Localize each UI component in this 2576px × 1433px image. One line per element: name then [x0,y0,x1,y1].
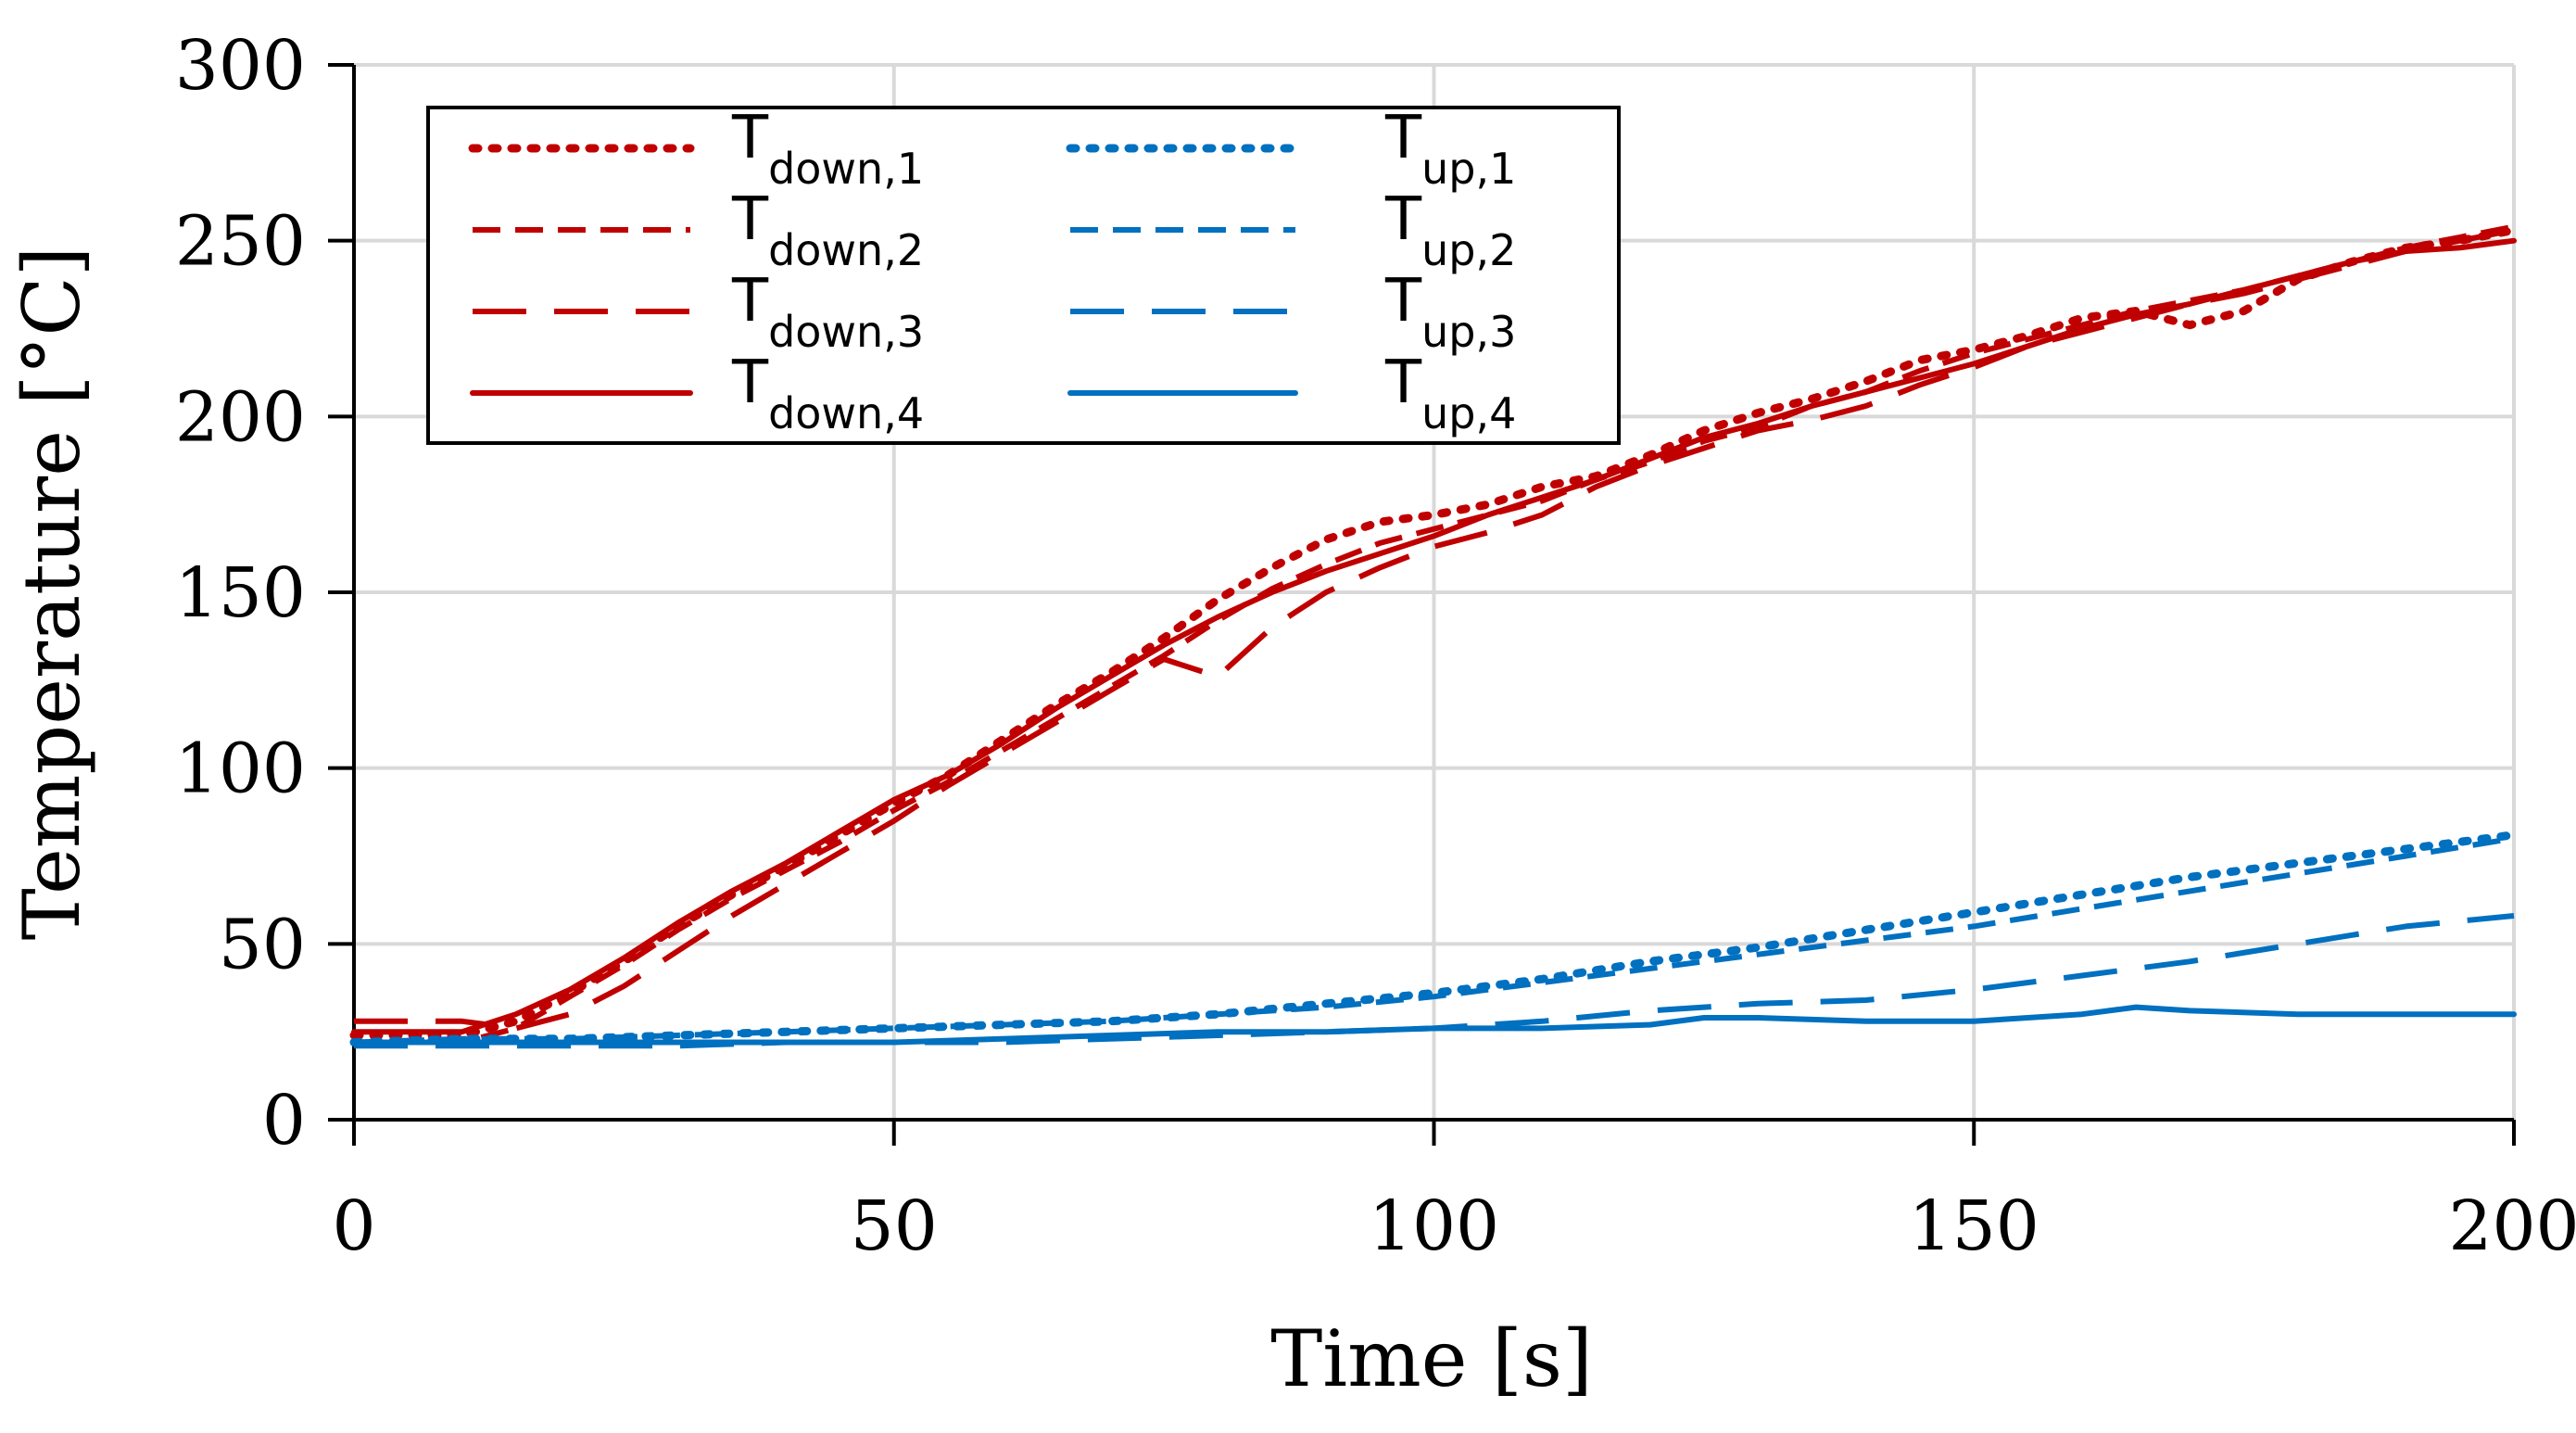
legend-label-subscript: down,3 [768,307,924,357]
series-line-down-4 [351,237,2517,1035]
y-tick-label: 250 [175,202,306,282]
series-line-down-2 [354,223,2515,1046]
y-axis-title: Temperature [°C] [6,247,97,941]
y-tick-label: 200 [175,377,306,457]
legend: Tdown,1Tdown,2Tdown,3Tdown,4Tup,1Tup,2Tu… [426,104,1621,445]
legend-label-subscript: up,1 [1421,144,1516,194]
legend-label-subscript: up,3 [1421,307,1516,357]
series-layer [349,223,2519,1049]
legend-label-subscript: down,4 [768,388,924,438]
x-tick-label: 200 [2448,1186,2576,1266]
y-tick-label: 0 [262,1081,306,1160]
tick-labels: 0 50 100 150 200 250 300 0 50 100 150 200 [175,26,2576,1266]
legend-box [426,106,1621,445]
legend-label-subscript: down,1 [768,144,924,194]
y-tick-label: 300 [175,26,306,106]
series-line-up-4 [351,1004,2517,1046]
legend-label-subscript: up,2 [1421,225,1516,275]
x-axis-title: Time [s] [1270,1313,1593,1404]
y-tick-label: 150 [175,553,306,633]
series-line-up-2 [353,835,2515,1046]
axis-layer [328,63,2516,1146]
legend-label-subscript: up,4 [1421,388,1516,438]
x-tick-label: 0 [332,1186,375,1266]
y-tick-label: 100 [175,729,306,809]
legend-label-subscript: down,2 [768,225,924,275]
x-tick-label: 50 [851,1186,938,1266]
series-line-up-1 [349,831,2519,1046]
x-tick-label: 100 [1369,1186,1499,1266]
y-tick-label: 50 [219,905,306,984]
x-tick-label: 150 [1909,1186,2039,1266]
